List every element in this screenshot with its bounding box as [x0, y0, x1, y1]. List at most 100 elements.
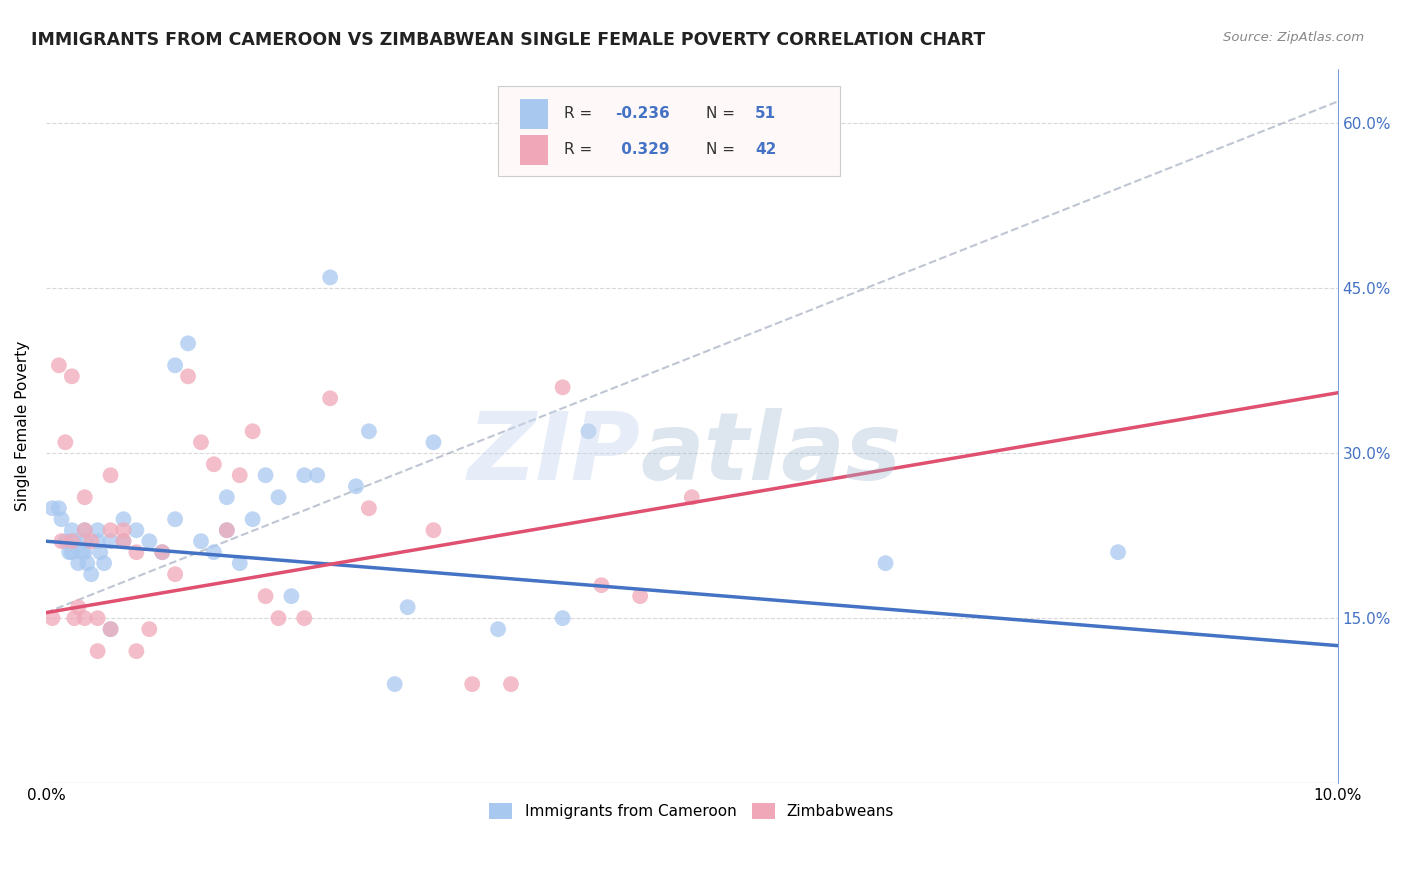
Point: [80, 567, 103, 582]
Point: [48, 501, 70, 516]
Point: [357, 424, 380, 438]
Point: [422, 523, 444, 537]
Point: [461, 677, 484, 691]
Point: [591, 578, 613, 592]
Point: [93, 556, 115, 570]
Point: [86, 523, 108, 537]
Text: 0.329: 0.329: [616, 143, 669, 158]
Point: [486, 622, 509, 636]
Point: [86, 611, 108, 625]
Point: [70, 545, 93, 559]
Point: [67, 556, 90, 570]
Point: [41, 611, 63, 625]
Point: [80, 534, 103, 549]
Point: [215, 523, 238, 537]
Point: [1107, 545, 1129, 559]
Text: atlas: atlas: [640, 409, 901, 500]
Point: [41, 501, 63, 516]
Text: N =: N =: [706, 106, 740, 121]
Point: [138, 622, 160, 636]
Point: [551, 380, 574, 394]
Point: [60, 523, 83, 537]
Point: [112, 534, 135, 549]
Point: [67, 600, 90, 615]
Point: [63, 611, 86, 625]
Point: [51, 534, 73, 549]
Point: [73, 523, 96, 537]
Point: [254, 468, 277, 483]
Point: [228, 468, 250, 483]
Point: [551, 611, 574, 625]
Point: [73, 534, 96, 549]
Point: [73, 611, 96, 625]
Point: [51, 512, 73, 526]
Text: 42: 42: [755, 143, 776, 158]
Point: [112, 512, 135, 526]
Point: [578, 424, 600, 438]
Point: [190, 534, 212, 549]
Point: [228, 556, 250, 570]
Point: [628, 589, 651, 603]
Point: [86, 644, 108, 658]
Point: [73, 523, 96, 537]
Point: [100, 622, 122, 636]
Text: N =: N =: [706, 143, 740, 158]
Point: [280, 589, 302, 603]
Point: [73, 490, 96, 504]
Point: [267, 490, 290, 504]
Point: [190, 435, 212, 450]
Point: [681, 490, 703, 504]
Point: [73, 545, 96, 559]
Point: [292, 468, 315, 483]
Point: [177, 369, 200, 384]
Point: [60, 534, 83, 549]
Point: [53, 534, 76, 549]
Point: [319, 392, 342, 406]
Point: [63, 534, 86, 549]
Point: [125, 523, 148, 537]
Point: [53, 435, 76, 450]
Point: [150, 545, 173, 559]
Bar: [520, 98, 548, 128]
Point: [112, 534, 135, 549]
Point: [89, 545, 111, 559]
Point: [319, 270, 342, 285]
Point: [384, 677, 406, 691]
Point: [422, 435, 444, 450]
Point: [254, 589, 277, 603]
Text: 51: 51: [755, 106, 776, 121]
Point: [215, 490, 238, 504]
Text: R =: R =: [564, 143, 598, 158]
Text: IMMIGRANTS FROM CAMEROON VS ZIMBABWEAN SINGLE FEMALE POVERTY CORRELATION CHART: IMMIGRANTS FROM CAMEROON VS ZIMBABWEAN S…: [31, 31, 986, 49]
Point: [100, 523, 122, 537]
FancyBboxPatch shape: [498, 87, 841, 176]
Point: [292, 611, 315, 625]
Point: [396, 600, 419, 615]
Point: [242, 424, 264, 438]
Point: [357, 501, 380, 516]
Text: Source: ZipAtlas.com: Source: ZipAtlas.com: [1223, 31, 1364, 45]
Point: [112, 523, 135, 537]
Point: [100, 534, 122, 549]
Text: ZIP: ZIP: [467, 409, 640, 500]
Point: [215, 523, 238, 537]
Point: [499, 677, 522, 691]
Point: [875, 556, 897, 570]
Point: [100, 468, 122, 483]
Point: [307, 468, 329, 483]
Point: [202, 545, 225, 559]
Point: [165, 512, 187, 526]
Point: [60, 545, 83, 559]
Point: [177, 336, 200, 351]
Text: -0.236: -0.236: [616, 106, 671, 121]
Point: [344, 479, 367, 493]
Legend: Immigrants from Cameroon, Zimbabweans: Immigrants from Cameroon, Zimbabweans: [484, 797, 900, 825]
Point: [165, 359, 187, 373]
Point: [60, 369, 83, 384]
Point: [100, 622, 122, 636]
Point: [58, 545, 80, 559]
Point: [48, 359, 70, 373]
Text: R =: R =: [564, 106, 598, 121]
Y-axis label: Single Female Poverty: Single Female Poverty: [15, 341, 30, 511]
Point: [76, 556, 98, 570]
